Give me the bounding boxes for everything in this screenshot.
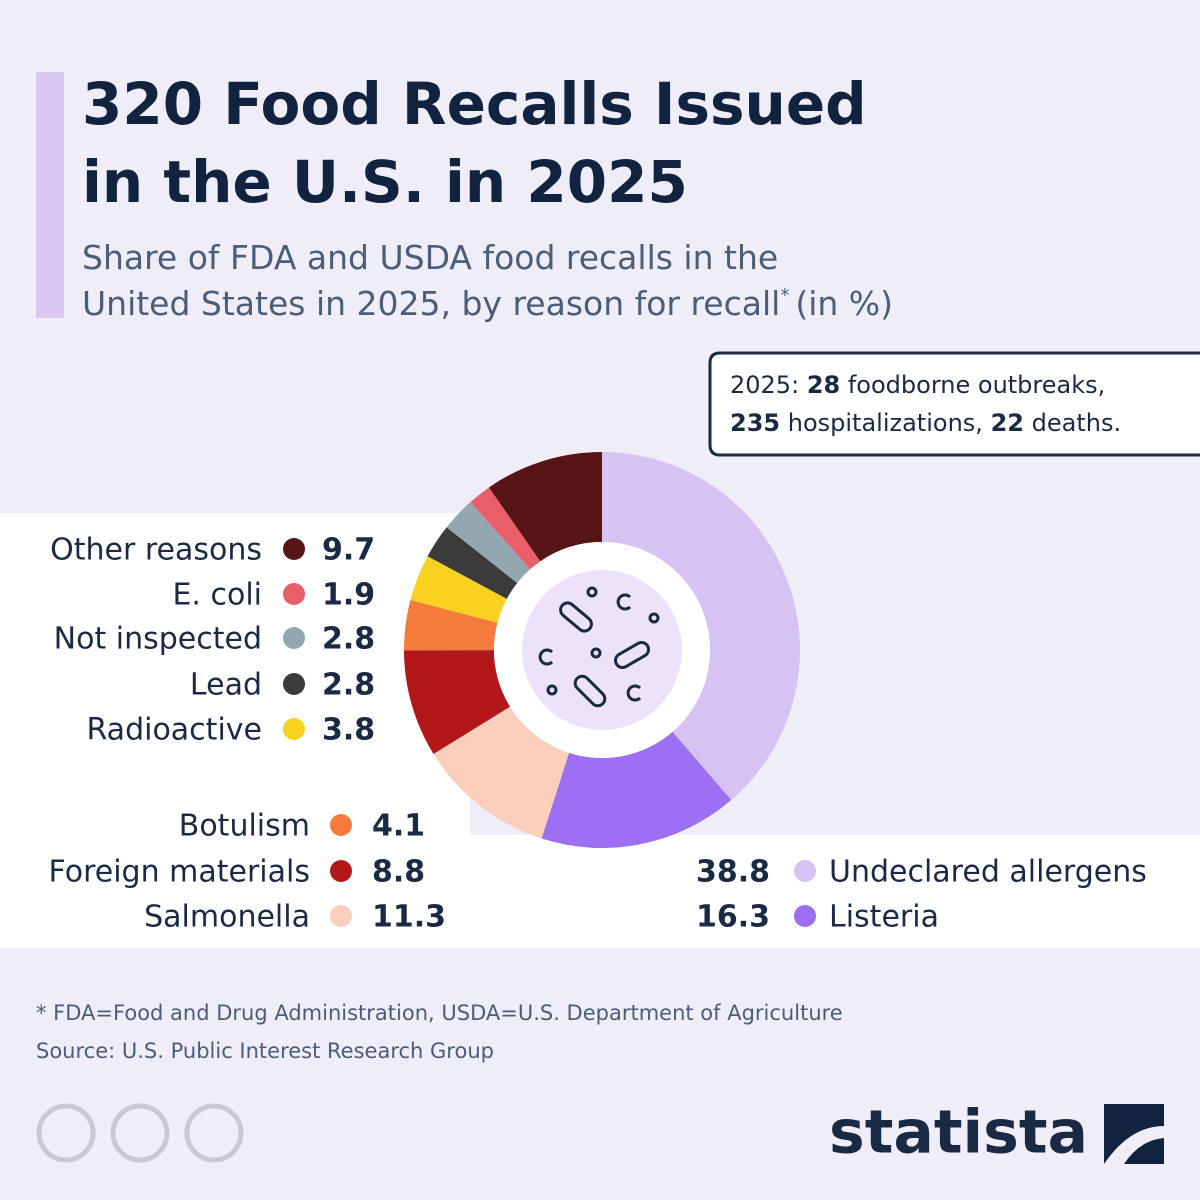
donut-slice — [404, 650, 511, 754]
title: in the U.S. in 2025 — [82, 148, 688, 216]
donut-slice — [446, 502, 531, 584]
donut-slice — [410, 556, 507, 623]
value-label: 9.7 — [322, 533, 375, 568]
value-label: 38.8 — [696, 855, 770, 890]
brand: statista — [829, 1098, 1088, 1168]
annotation: 235 hospitalizations, 22 deaths. — [730, 409, 1121, 437]
legend-label: Listeria — [829, 900, 939, 935]
value-label: 3.8 — [322, 713, 375, 748]
donut-slice — [403, 600, 498, 651]
donut-slice — [488, 452, 602, 562]
bacteria-icon — [538, 586, 660, 708]
license-icons — [36, 1103, 244, 1163]
legend-label: Botulism — [179, 809, 310, 844]
value-label: 11.3 — [372, 900, 446, 935]
title: 320 Food Recalls Issued — [82, 70, 867, 138]
legend-dot — [794, 860, 816, 882]
value-label: 4.1 — [372, 809, 425, 844]
legend-dot — [283, 673, 305, 695]
legend-label: Undeclared allergens — [829, 855, 1147, 890]
legend-dot — [283, 538, 305, 560]
legend-dot — [330, 860, 352, 882]
legend-dot — [283, 583, 305, 605]
value-label: 1.9 — [322, 578, 375, 613]
legend-panel — [0, 513, 1200, 948]
value-label: 8.8 — [372, 855, 425, 890]
annotation: 2025: 28 foodborne outbreaks, — [730, 371, 1105, 399]
legend-label: Radioactive — [87, 713, 263, 748]
donut-slice — [427, 527, 518, 599]
legend-label: E. coli — [172, 578, 262, 613]
legend-label: Other reasons — [50, 533, 262, 568]
donut-slice — [541, 731, 732, 848]
donut-slice — [433, 706, 570, 839]
subtitle: United States in 2025, by reason for rec… — [82, 284, 893, 323]
legend-label: Not inspected — [54, 622, 262, 657]
donut-slice — [602, 452, 800, 801]
donut-slice — [470, 487, 541, 570]
legend-dot — [330, 905, 352, 927]
source: Source: U.S. Public Interest Research Gr… — [36, 1039, 494, 1063]
brand-logo — [1104, 1104, 1164, 1164]
value-label: 16.3 — [696, 900, 770, 935]
legend-dot — [794, 905, 816, 927]
legend-dot — [283, 627, 305, 649]
legend-label: Salmonella — [144, 900, 310, 935]
annotation-box — [708, 351, 1200, 457]
legend-label: Foreign materials — [49, 855, 310, 890]
accent-bar — [36, 72, 64, 318]
value-label: 2.8 — [322, 622, 375, 657]
legend-label: Lead — [190, 668, 262, 703]
footnote: * FDA=Food and Drug Administration, USDA… — [36, 1001, 843, 1025]
legend-dot — [283, 718, 305, 740]
legend-dot — [330, 814, 352, 836]
donut — [403, 452, 800, 848]
subtitle: Share of FDA and USDA food recalls in th… — [82, 238, 778, 277]
value-label: 2.8 — [322, 668, 375, 703]
